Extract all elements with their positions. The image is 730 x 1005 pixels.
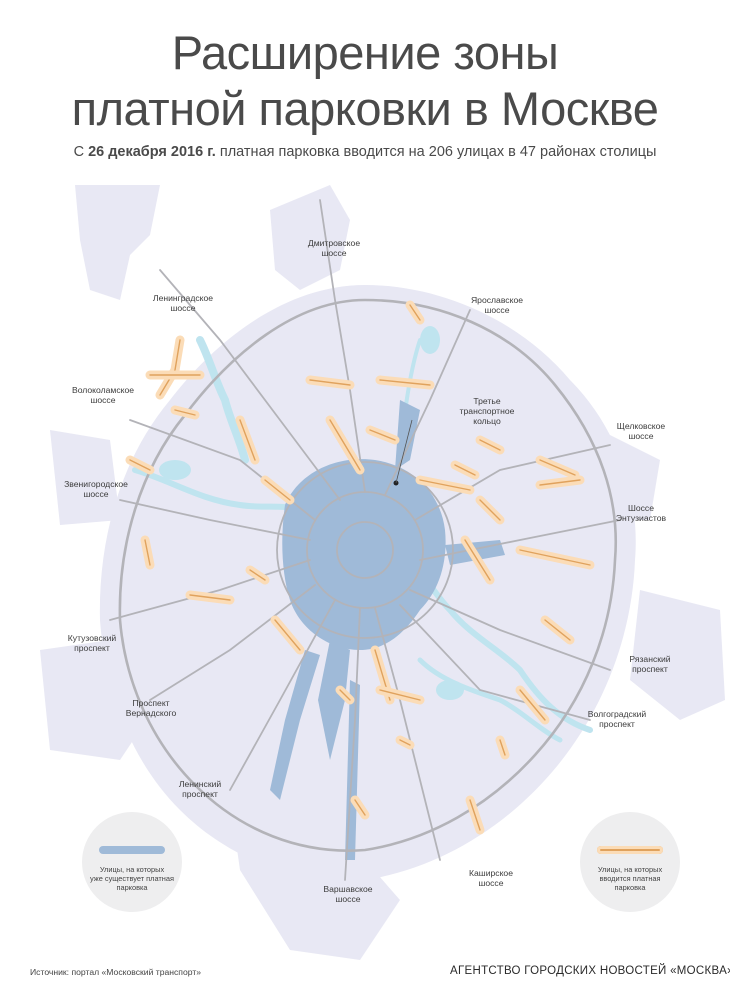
new-street — [519, 549, 591, 566]
legend-existing-text: Улицы, на которых уже существует платная п… — [90, 865, 174, 892]
pond-south — [436, 680, 464, 700]
label-yaroslavskoe: Ярославское шоссе — [470, 295, 524, 315]
new-street — [274, 619, 301, 651]
new-parking — [125, 300, 595, 835]
zelenograd-area — [75, 185, 160, 300]
subtitle-post: платная парковка вводится на 206 улицах … — [215, 144, 657, 160]
page-title-line2: платной парковки в Москве — [71, 82, 659, 135]
legend-new-swatch — [597, 846, 663, 854]
new-street — [309, 379, 351, 386]
new-street — [379, 689, 421, 701]
new-street — [379, 379, 431, 386]
label-entuziastov: Шоссе Энтузиастов — [615, 503, 667, 523]
label-leninsky: Ленинский проспект — [178, 779, 222, 799]
ttk-leader-line — [395, 419, 413, 484]
radial-yaroslavskoe — [384, 309, 471, 496]
radial-entuziastov — [419, 519, 621, 561]
radial-kashirskoe — [374, 607, 441, 861]
new-street — [409, 304, 421, 321]
new-street — [469, 799, 481, 831]
radial-vernadskogo — [149, 584, 316, 701]
new-street — [129, 459, 151, 471]
new-street — [419, 479, 471, 491]
roads — [109, 199, 621, 881]
south-east-area — [630, 590, 725, 720]
central-ring — [276, 461, 454, 639]
new-street — [479, 439, 501, 451]
label-leningradskoe: Ленинградское шоссе — [152, 293, 214, 313]
south-west-wedge — [270, 650, 320, 800]
page-title-line1: Расширение зоны — [171, 26, 559, 79]
new-street — [454, 464, 476, 476]
garden-ring — [336, 521, 394, 579]
legend-existing-swatch — [99, 846, 165, 854]
new-street — [479, 499, 501, 521]
label-volokolamskoe: Волоколамское шоссе — [71, 385, 135, 405]
south-wedge — [318, 640, 350, 760]
new-street — [174, 409, 196, 416]
label-zvenigorodskoe: Звенигородское шоссе — [64, 479, 128, 499]
label-varshavskoe: Варшавское шоссе — [323, 884, 373, 904]
new-street — [189, 594, 231, 601]
new-street — [159, 339, 181, 396]
label-kutuzovsky: Кутузовский проспект — [67, 633, 117, 653]
label-kashirskoe: Каширское шоссе — [469, 868, 513, 888]
label-vernadskogo: Проспект Вернадского — [125, 698, 177, 718]
agency-credit: АГЕНТСТВО ГОРОДСКИХ НОВОСТЕЙ «МОСКВА» — [450, 965, 730, 977]
new-street — [519, 689, 546, 721]
new-street — [499, 739, 506, 756]
pond-west — [159, 460, 191, 480]
radial-volgogradsky — [399, 604, 591, 721]
north-east-wedge — [395, 400, 420, 470]
radial-shchelkovskoe — [414, 444, 611, 521]
new-street — [369, 429, 396, 441]
new-street — [464, 539, 491, 581]
new-street — [544, 619, 571, 641]
south-area — [230, 800, 400, 960]
radial-leningradskoe — [159, 269, 341, 501]
south-river — [417, 657, 563, 743]
radial-dmitrovskoe — [319, 199, 366, 493]
radial-zvenigorodskoe — [119, 499, 311, 541]
label-dmitrovskoe: Дмитровское шоссе — [307, 238, 361, 258]
new-street — [539, 479, 581, 486]
radial-kutuzovsky — [109, 559, 311, 621]
label-shchelkovskoe: Щелковское шоссе — [616, 421, 666, 441]
mkad-ring — [118, 298, 617, 852]
new-street-glow — [155, 335, 185, 400]
radial-ryazansky — [409, 589, 611, 671]
khimki-reservoir — [196, 336, 249, 464]
subtitle-date: 26 декабря 2016 г. — [88, 144, 216, 160]
label-ryazansky: Рязанский проспект — [629, 654, 671, 674]
new-street — [239, 419, 256, 461]
new-street — [144, 539, 151, 566]
new-street — [399, 739, 411, 746]
pond-east — [420, 326, 440, 354]
label-tretye-kolco: Третье транспортное кольцо — [459, 396, 515, 426]
page-subtitle: С 26 декабря 2016 г. платная парковка вв… — [0, 144, 730, 160]
radial-varshavskoe — [344, 607, 361, 881]
east-area — [600, 430, 660, 520]
new-street — [354, 799, 366, 816]
radial-leninsky — [229, 599, 336, 791]
new-street — [264, 479, 291, 501]
new-street — [249, 569, 266, 581]
new-street — [329, 419, 361, 471]
label-volgogradsky: Волгоградский проспект — [587, 709, 647, 729]
new-street — [339, 689, 351, 701]
legend-existing: Улицы, на которых уже существует платная п… — [82, 812, 182, 912]
subtitle-pre: С — [73, 144, 89, 160]
source-note: Источник: портал «Московский транспорт» — [30, 967, 202, 977]
legend-new: Улицы, на которых вводится платная парковк… — [580, 812, 680, 912]
new-street — [539, 459, 576, 476]
legend-new-text: Улицы, на которых вводится платная парковк… — [597, 865, 663, 892]
west-area — [50, 430, 120, 525]
